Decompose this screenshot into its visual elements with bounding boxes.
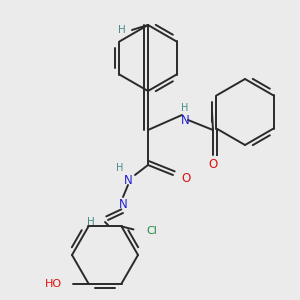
- Text: O: O: [181, 172, 190, 184]
- Text: N: N: [118, 199, 127, 212]
- Text: H: H: [116, 163, 124, 173]
- Text: H: H: [181, 103, 189, 113]
- Text: N: N: [124, 173, 132, 187]
- Text: O: O: [208, 158, 217, 172]
- Text: HO: HO: [44, 279, 62, 289]
- Text: H: H: [118, 25, 126, 35]
- Text: H: H: [87, 217, 95, 227]
- Text: N: N: [181, 113, 189, 127]
- Text: Cl: Cl: [146, 226, 158, 236]
